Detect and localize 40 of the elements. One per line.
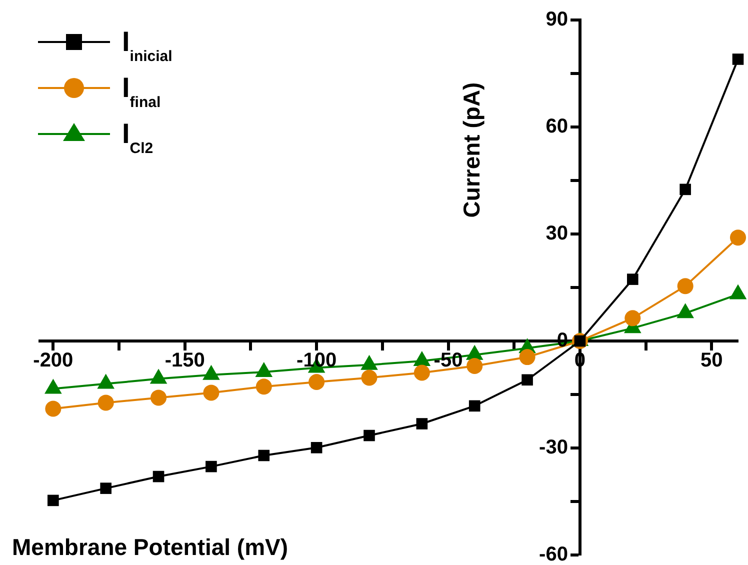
point (626, 274, 638, 285)
y-tick-label: 60 (546, 116, 568, 138)
y-tick-label: 30 (546, 222, 568, 245)
point (203, 384, 220, 401)
point (680, 184, 691, 196)
x-tick-label: -150 (164, 350, 205, 372)
point (48, 494, 59, 506)
y-tick-label: -30 (539, 436, 568, 459)
point (256, 378, 272, 395)
x-tick-label: 50 (700, 350, 723, 372)
point (468, 400, 480, 412)
point (364, 430, 375, 442)
point (310, 442, 322, 454)
point (522, 374, 533, 386)
legend-label: I$_{Cl2}$ (122, 118, 154, 159)
point (416, 418, 428, 430)
legend-label: I$_{final}$ (122, 72, 161, 113)
point (519, 349, 536, 366)
point (732, 54, 744, 65)
legend-label: I$_{inicial}$ (122, 26, 172, 67)
y-axis-title: Current (pA) (458, 82, 486, 218)
point (45, 400, 62, 417)
point (258, 450, 270, 462)
point (361, 370, 378, 386)
point (677, 278, 694, 294)
point (624, 310, 641, 326)
point (150, 390, 167, 406)
point (308, 374, 325, 390)
x-tick-label: -200 (33, 350, 74, 372)
x-axis-title: Membrane Potential (mV) (12, 534, 288, 561)
point (152, 470, 164, 482)
point (98, 394, 114, 411)
x-tick-label: -100 (296, 350, 337, 372)
point (466, 358, 483, 374)
point (206, 460, 217, 472)
y-tick-label: -60 (539, 544, 568, 565)
point (100, 482, 112, 494)
point (730, 230, 746, 246)
y-tick-label: 90 (546, 8, 568, 31)
point (414, 364, 430, 381)
